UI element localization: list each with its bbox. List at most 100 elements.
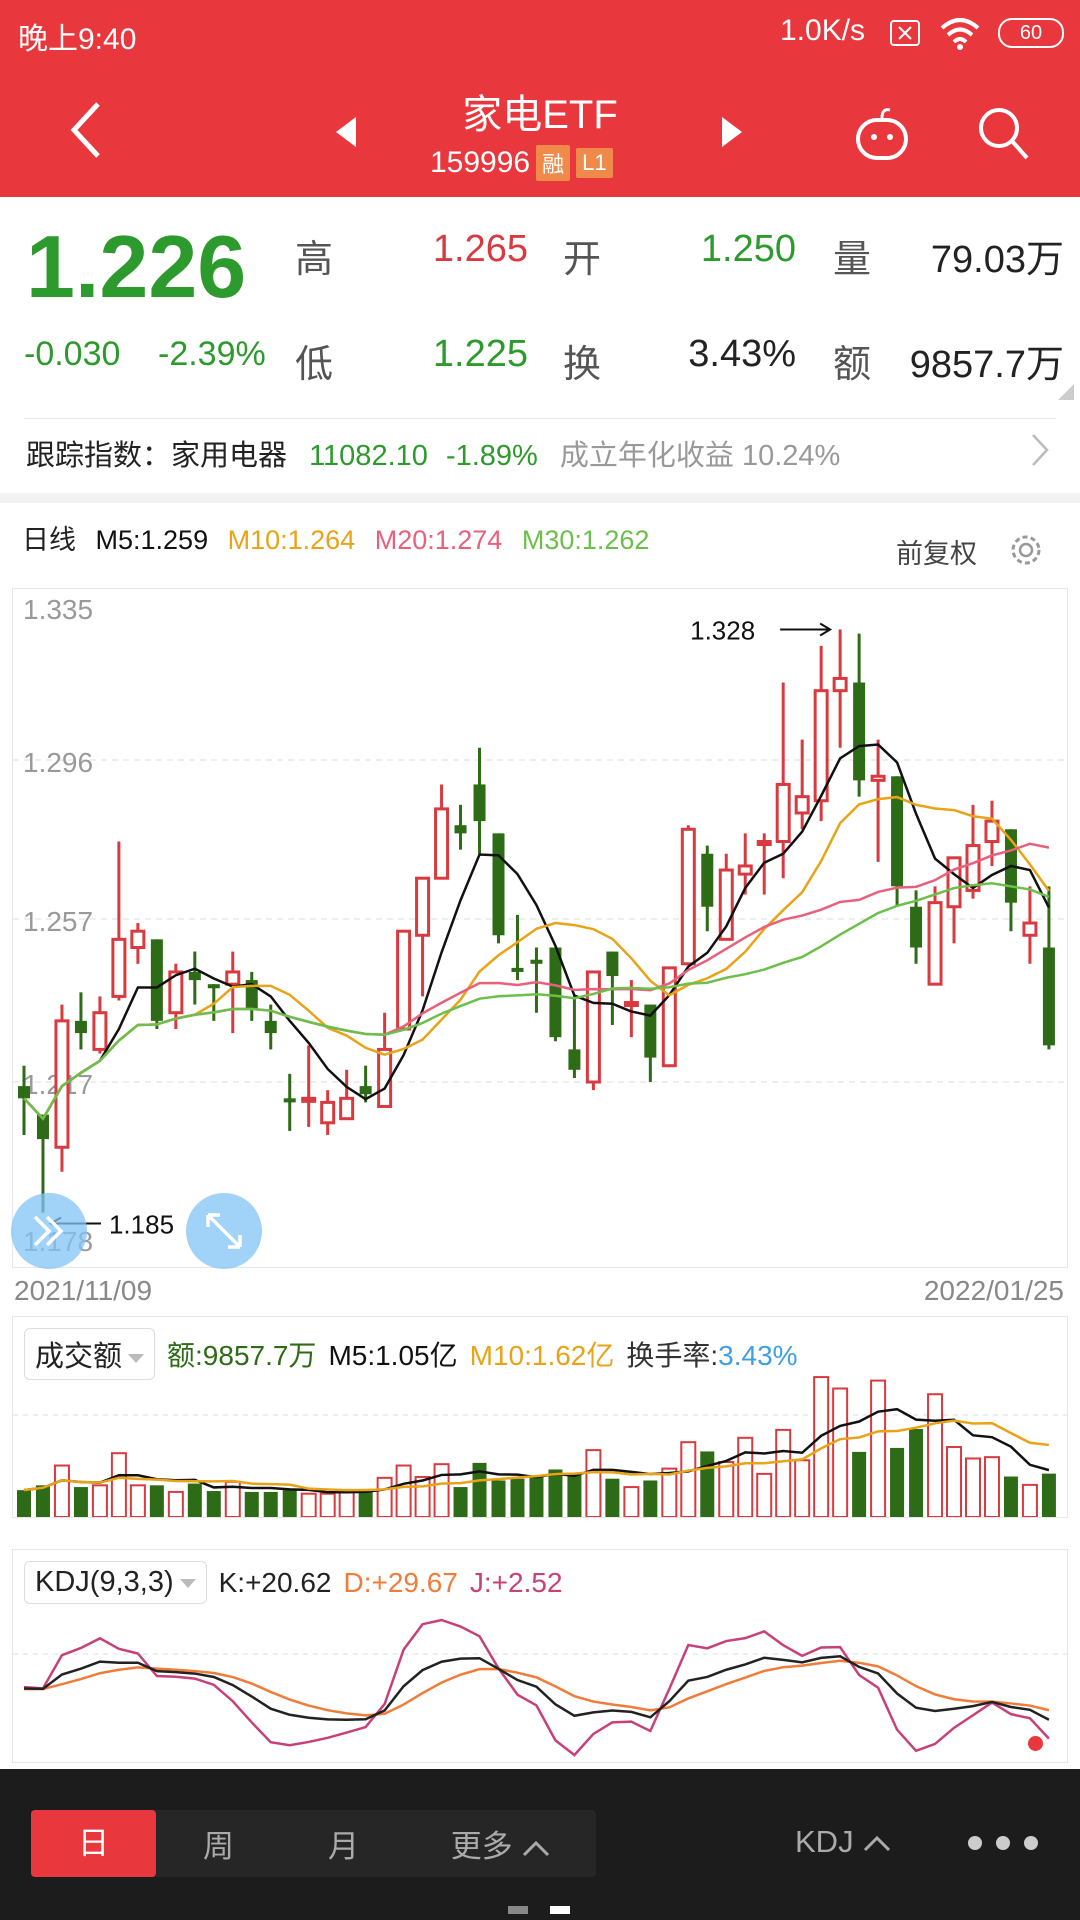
tab-more-label: 更多 — [450, 1829, 513, 1864]
volume-ma10: M10:1.62亿 — [469, 1340, 615, 1371]
volume-bar — [491, 1480, 506, 1517]
low-value: 1.225 — [432, 333, 528, 375]
prev-triangle-icon[interactable] — [334, 115, 358, 149]
tracking-index-row[interactable]: 跟踪指数：家用电器 11082.10 -1.89% 成立年化收益 10.24% — [26, 432, 840, 474]
wifi-icon — [940, 18, 980, 50]
indicator-button[interactable]: KDJ — [795, 1824, 892, 1860]
volume-bar — [890, 1447, 905, 1517]
volume-bar — [282, 1490, 297, 1517]
candle-down — [150, 939, 163, 1021]
turnover-rate-value: 3.43% — [718, 1340, 798, 1371]
candle-down — [606, 951, 619, 977]
period-label: 日线 — [22, 525, 76, 555]
volume-bar — [510, 1478, 525, 1517]
kdj-k: K:+20.62 — [218, 1566, 332, 1598]
amount-label: 额 — [833, 344, 872, 386]
adjust-button[interactable]: 前复权 — [896, 539, 977, 569]
volume-bar — [358, 1490, 373, 1517]
min-price-label: 1.185 — [109, 1209, 174, 1239]
candle-up — [946, 856, 962, 909]
candle-up — [168, 970, 184, 1015]
candle-up — [832, 676, 848, 693]
y-tick-label: 1.296 — [23, 747, 93, 778]
divider — [24, 418, 1056, 419]
indicator-label: KDJ — [795, 1824, 854, 1859]
volume-bar — [567, 1473, 582, 1517]
volume-bar — [35, 1485, 50, 1517]
volume-bar — [110, 1452, 127, 1517]
fullscreen-button[interactable] — [186, 1193, 262, 1269]
ma30-line — [23, 882, 1050, 1121]
volume-bar — [946, 1446, 963, 1517]
candle-up — [623, 1001, 639, 1008]
candle-down — [568, 1049, 581, 1070]
chevron-up-icon — [864, 1835, 891, 1852]
status-time: 晚上9:40 — [18, 23, 137, 56]
volume-bar — [167, 1490, 184, 1517]
tab-day[interactable]: 日 — [31, 1810, 156, 1877]
double-chevron-icon — [33, 1215, 64, 1247]
candle-up — [775, 782, 791, 844]
volume-bar — [433, 1463, 450, 1517]
volume-bar — [414, 1475, 431, 1517]
volume-selector[interactable]: 成交额 — [24, 1328, 156, 1380]
section-gap — [0, 493, 1080, 503]
candle-down — [473, 784, 486, 822]
volume-bar — [338, 1490, 355, 1517]
volume-bar — [263, 1491, 278, 1517]
more-dots-icon[interactable] — [965, 1833, 1045, 1853]
gear-icon[interactable] — [1006, 530, 1046, 570]
candle-up — [870, 774, 886, 782]
candle-up — [320, 1100, 336, 1125]
robot-icon[interactable] — [852, 104, 912, 162]
ma5-label: M5:1.259 — [95, 525, 209, 555]
y-tick-label: 1.257 — [23, 906, 93, 937]
next-triangle-icon[interactable] — [720, 115, 744, 149]
kdj-d: D:+29.67 — [343, 1566, 458, 1598]
candle-up — [301, 1096, 317, 1103]
y-tick-label: 1.335 — [23, 594, 93, 625]
scroll-forward-button[interactable] — [11, 1193, 87, 1269]
stock-title: 家电ETF — [462, 93, 618, 137]
volume-bar — [965, 1457, 981, 1517]
volume-bar — [680, 1441, 697, 1517]
kdj-d-line — [23, 1659, 1050, 1717]
tab-week[interactable]: 周 — [203, 1829, 234, 1864]
volume-bar — [453, 1487, 468, 1517]
start-date: 2021/11/09 — [14, 1275, 153, 1306]
volume-bar — [737, 1436, 754, 1517]
high-label: 高 — [295, 239, 334, 281]
candle-up — [927, 901, 943, 986]
kdj-selector-label: KDJ(9,3,3) — [35, 1566, 174, 1598]
chevron-right-icon[interactable] — [1030, 432, 1050, 468]
kdj-legend: KDJ(9,3,3) K:+20.62 D:+29.67 J:+2.52 — [24, 1561, 563, 1604]
back-icon[interactable] — [66, 100, 106, 160]
candle-down — [910, 906, 923, 948]
volume-selector-label: 成交额 — [35, 1341, 123, 1373]
candle-down — [644, 1004, 657, 1058]
volume-bar — [870, 1379, 887, 1517]
ma-legend: 日线 M5:1.259 M10:1.264 M20:1.274 M30:1.26… — [22, 518, 649, 557]
volume-bar — [319, 1492, 336, 1517]
tab-more[interactable]: 更多 — [406, 1821, 596, 1866]
kdj-selector[interactable]: KDJ(9,3,3) — [24, 1561, 207, 1604]
candle-down — [492, 833, 505, 936]
candle-down — [359, 1086, 372, 1095]
period-tabs: 日 周 月 更多 — [31, 1810, 596, 1877]
candle-down — [74, 1020, 87, 1034]
volume-bar — [472, 1462, 487, 1517]
expand-corner-icon[interactable] — [1058, 384, 1074, 400]
candle-up — [54, 1019, 70, 1149]
candle-up — [756, 840, 772, 847]
volume-bar — [605, 1478, 620, 1517]
search-icon[interactable] — [975, 104, 1031, 162]
candle-down — [549, 947, 562, 1038]
ma10-label: M10:1.264 — [227, 525, 356, 555]
candle-up — [737, 864, 753, 876]
candle-up — [680, 827, 696, 966]
volume-bar — [91, 1484, 108, 1517]
volume-bar — [661, 1467, 678, 1517]
candle-down — [511, 967, 524, 972]
tab-month[interactable]: 月 — [328, 1829, 359, 1864]
